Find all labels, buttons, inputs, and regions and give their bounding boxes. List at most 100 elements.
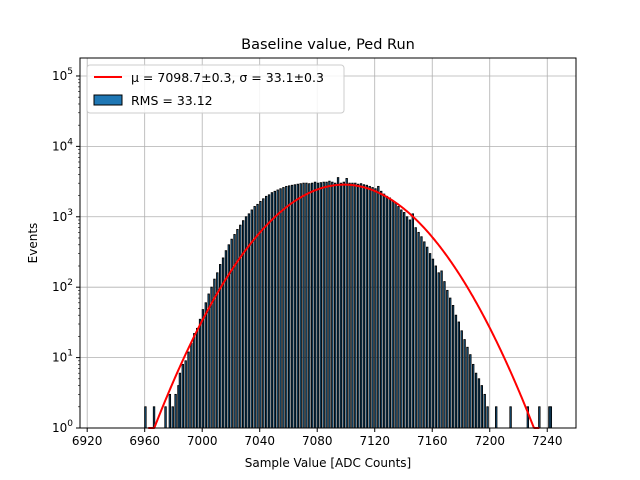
- histogram-bar: [380, 190, 383, 429]
- histogram-bar: [385, 195, 389, 429]
- y-tick-label: 103: [52, 208, 73, 224]
- histogram-bar: [313, 181, 317, 429]
- legend-box: [86, 64, 345, 114]
- histogram-bar: [325, 181, 328, 429]
- histogram-bar: [187, 351, 190, 429]
- y-tick-label: 102: [52, 278, 73, 294]
- x-tick-label: 7120: [359, 434, 390, 448]
- histogram-bar: [414, 227, 417, 429]
- histogram-bar: [405, 216, 409, 429]
- legend-entry-rms: RMS = 33.12: [131, 93, 213, 108]
- y-tick-label: 100: [52, 419, 73, 435]
- plot-frame: [79, 57, 577, 429]
- x-tick-label: 6920: [72, 434, 103, 448]
- histogram-bar: [348, 182, 351, 429]
- histogram-bar: [443, 281, 446, 429]
- histogram-bar: [446, 289, 449, 429]
- histogram-bar: [201, 309, 205, 429]
- legend-entry-fit: μ = 7098.7±0.3, σ = 33.1±0.3: [131, 70, 324, 85]
- histogram-bar: [477, 378, 481, 429]
- histogram-bar: [204, 302, 207, 429]
- histogram-bar: [509, 406, 512, 429]
- histogram-bar: [174, 393, 177, 429]
- histogram-bar: [374, 188, 377, 429]
- histogram-bar: [305, 182, 308, 429]
- histogram-bar: [273, 190, 276, 429]
- histogram-bar: [285, 185, 288, 429]
- histogram-bar: [198, 318, 202, 429]
- y-tick-label: 101: [52, 349, 73, 365]
- histogram-bar: [377, 185, 380, 429]
- histogram-bar: [388, 197, 391, 429]
- histogram-bar: [466, 346, 469, 429]
- legend-patch-swatch: [93, 94, 123, 106]
- y-axis-ticks: 100 101 102 103 104 105: [52, 67, 80, 435]
- histogram-bar: [449, 297, 452, 429]
- histogram-bar: [463, 339, 466, 429]
- histogram-bar: [428, 253, 432, 429]
- histogram-bar: [382, 193, 386, 429]
- histogram-bar: [469, 354, 472, 429]
- x-tick-label: 7200: [474, 434, 505, 448]
- histogram-bar: [256, 203, 259, 429]
- histogram-bar: [538, 406, 541, 429]
- histogram-bar: [190, 342, 193, 429]
- y-tick-label: 104: [52, 137, 73, 153]
- x-tick-label: 7000: [187, 434, 218, 448]
- histogram-bar: [420, 236, 423, 429]
- histogram-bar: [144, 406, 147, 429]
- histogram-bar: [308, 183, 311, 429]
- histogram-bar: [457, 321, 460, 429]
- x-tick-label: 7040: [244, 434, 275, 448]
- histogram-bar: [311, 182, 314, 429]
- histogram-bar: [302, 182, 305, 429]
- histogram-bar: [434, 265, 437, 429]
- legend: μ = 7098.7±0.3, σ = 33.1±0.3 RMS = 33.12: [86, 64, 345, 114]
- histogram-bar: [322, 181, 325, 429]
- histogram-bar: [486, 406, 489, 429]
- y-tick-label: 105: [52, 67, 73, 83]
- histogram-bar: [495, 406, 498, 429]
- histogram-bar: [164, 406, 167, 429]
- histogram-bar: [265, 195, 268, 429]
- histogram-bar: [345, 178, 348, 429]
- histogram-bar: [213, 278, 216, 429]
- histogram-bar: [207, 293, 210, 429]
- histogram-bar: [290, 184, 294, 429]
- histogram-bar: [431, 258, 435, 429]
- histogram-bar: [262, 198, 265, 429]
- histogram-bar: [282, 187, 285, 429]
- histogram-bar: [365, 184, 368, 429]
- histogram-bar: [454, 314, 458, 429]
- histogram-bar: [342, 181, 345, 429]
- x-axis-ticks: 6920 6960 7000 7040 7080 7120 7160 7200 7240: [72, 428, 563, 448]
- histogram-bar: [267, 194, 271, 429]
- histogram-bar: [417, 231, 420, 429]
- histogram-bar: [216, 272, 219, 429]
- histogram-bar: [336, 177, 340, 429]
- histogram-bar: [296, 183, 299, 429]
- histogram-bar: [319, 182, 322, 429]
- histogram-bar: [279, 188, 282, 429]
- histogram-bar: [408, 219, 412, 429]
- histogram-bar: [549, 406, 553, 429]
- histogram-bar: [293, 184, 297, 429]
- histogram-bar: [394, 202, 397, 429]
- histogram-bar: [270, 192, 274, 429]
- histogram-bar: [391, 200, 394, 429]
- histogram-bar: [316, 182, 320, 429]
- histogram-bar: [196, 327, 199, 429]
- histogram-bar: [403, 212, 406, 429]
- histogram-bar: [357, 183, 360, 429]
- histogram-bar: [426, 246, 429, 429]
- x-axis-label: Sample Value [ADC Counts]: [245, 456, 411, 470]
- histogram-bar: [440, 270, 443, 429]
- histogram-bar: [362, 184, 366, 429]
- histogram-bar: [400, 209, 403, 429]
- histogram-bar: [276, 189, 279, 429]
- histogram-bar: [483, 393, 486, 429]
- gaussian-fit-line: [148, 183, 540, 429]
- histogram-bar: [178, 372, 182, 429]
- y-axis-label: Events: [26, 223, 40, 264]
